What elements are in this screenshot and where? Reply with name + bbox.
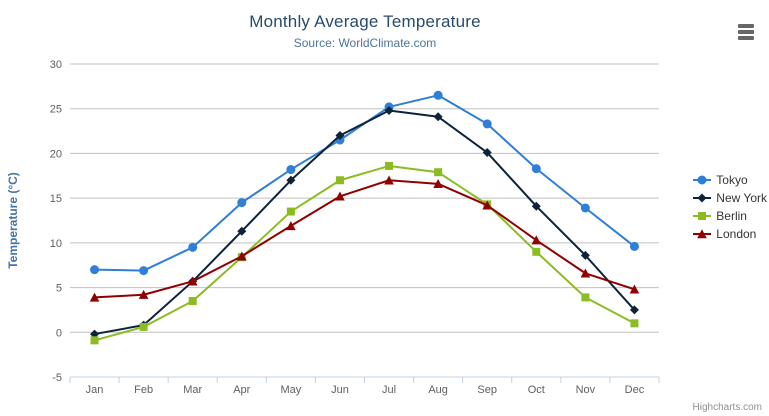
menu-bar [738,24,754,28]
legend-marker-shape[interactable] [697,228,708,238]
data-point-new-york[interactable] [482,148,492,158]
y-axis-label: 20 [50,148,62,160]
y-axis-label: 10 [50,238,62,250]
data-point-new-york[interactable] [90,329,100,339]
legend-marker-shape[interactable] [698,211,707,220]
data-point-new-york[interactable] [580,250,590,260]
x-axis-label: Apr [233,384,250,396]
legend-label: London [716,226,757,241]
legend-item-london[interactable]: London [693,226,767,241]
series-line-berlin [93,164,636,342]
x-axis-label: May [280,384,301,396]
chart-title: Monthly Average Temperature [249,12,481,31]
data-point-berlin[interactable] [139,322,148,331]
legend-marker-shape[interactable] [697,193,707,202]
legend-item-new-york[interactable]: New York [693,190,767,205]
data-point-london[interactable] [433,179,443,189]
data-point-new-york[interactable] [335,131,345,141]
menu-bar [738,36,754,40]
data-point-new-york[interactable] [237,226,247,236]
data-point-berlin[interactable] [630,319,639,328]
data-point-london[interactable] [89,292,100,302]
legend-label: Tokyo [716,172,748,187]
x-axis-label: Jul [382,384,396,396]
x-axis-label: Jun [331,384,349,396]
series-line-tokyo [93,94,636,272]
data-point-tokyo[interactable] [237,198,247,208]
x-axis-label: Mar [183,384,202,396]
legend-label: Berlin [716,208,747,223]
legend-item-tokyo[interactable]: Tokyo [693,172,767,187]
chart-subtitle: Source: WorldClimate.com [293,36,437,50]
y-axis-title: Temperature (°C) [6,172,20,269]
data-point-london[interactable] [384,175,394,185]
y-axis-label: 15 [50,193,62,205]
x-axis-label: Sep [477,384,497,396]
data-point-berlin[interactable] [532,247,541,256]
data-point-tokyo[interactable] [433,90,443,100]
data-point-london[interactable] [580,268,591,278]
legend-marker-shape[interactable] [697,175,707,184]
data-point-new-york[interactable] [384,106,394,116]
credits-link[interactable]: Highcharts.com [692,402,762,413]
legend-label: New York [716,190,767,205]
y-axis-label: 5 [56,283,62,295]
x-axis-label: Oct [528,384,545,396]
data-point-tokyo[interactable] [580,203,590,213]
hamburger-menu-icon[interactable] [734,21,758,43]
x-axis-label: Jan [86,384,104,396]
data-point-tokyo[interactable] [482,119,492,129]
data-point-london[interactable] [236,251,247,261]
data-point-london[interactable] [629,284,640,294]
legend-marker-triangle-icon [693,228,712,238]
x-axis-label: Nov [576,384,596,396]
data-point-tokyo[interactable] [531,164,541,174]
data-point-london[interactable] [286,221,296,231]
data-point-new-york[interactable] [531,201,541,211]
series-line-london [93,179,636,299]
x-axis-label: Dec [625,384,645,396]
legend-marker-square-icon [693,211,712,220]
series-new-york [90,106,639,339]
series-london [89,175,640,302]
legend: Tokyo New York Berlin London [693,172,767,241]
y-axis-label: 25 [50,104,62,116]
x-axis-label: Feb [134,384,153,396]
series-tokyo [90,90,639,276]
y-axis-label: -5 [52,372,62,384]
series-berlin [90,161,639,345]
data-point-london[interactable] [138,289,149,299]
series-line-new-york [93,109,636,336]
legend-marker-diamond-icon [693,193,712,202]
x-axis-label: Aug [428,384,448,396]
data-point-tokyo[interactable] [188,242,198,252]
data-point-berlin[interactable] [581,293,590,302]
y-axis-label: 0 [56,327,62,339]
data-point-tokyo[interactable] [286,165,296,175]
data-point-tokyo[interactable] [139,266,149,276]
data-point-london[interactable] [335,191,345,201]
data-point-tokyo[interactable] [629,241,639,251]
y-axis-label: 30 [50,59,62,71]
data-point-berlin[interactable] [286,207,295,216]
menu-bar [738,30,754,34]
data-point-new-york[interactable] [286,175,296,185]
data-point-berlin[interactable] [90,336,99,345]
data-point-tokyo[interactable] [90,265,100,275]
data-point-london[interactable] [187,276,198,286]
data-point-berlin[interactable] [385,161,394,170]
legend-item-berlin[interactable]: Berlin [693,208,767,223]
data-point-berlin[interactable] [434,168,443,177]
data-point-berlin[interactable] [335,176,344,185]
data-point-new-york[interactable] [629,305,639,315]
data-point-new-york[interactable] [433,112,443,122]
data-point-london[interactable] [482,200,493,210]
data-point-london[interactable] [531,235,542,245]
data-point-berlin[interactable] [188,296,197,305]
legend-marker-circle-icon [693,175,712,184]
